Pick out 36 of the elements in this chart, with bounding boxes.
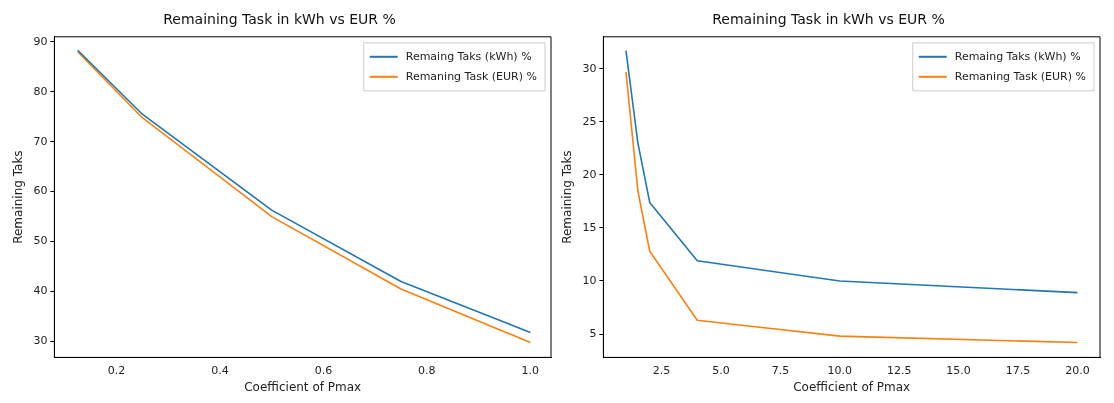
y-tick-label: 10	[582, 273, 597, 287]
y-tick-label: 15	[582, 220, 597, 234]
x-tick-label: 0.6	[314, 363, 333, 377]
y-tick-label: 20	[582, 167, 597, 181]
y-tick-label: 25	[582, 114, 597, 128]
legend-label: Remaing Taks (kWh) %	[954, 49, 1081, 63]
x-tick-label: 0.2	[107, 363, 126, 377]
chart-title: Remaining Task in kWh vs EUR %	[163, 11, 396, 28]
legend-label: Remaing Taks (kWh) %	[405, 49, 532, 63]
y-tick-label: 60	[33, 184, 48, 198]
x-tick-label: 12.5	[886, 363, 912, 377]
x-tick-label: 1.0	[521, 363, 540, 377]
x-tick-label: 7.5	[771, 363, 790, 377]
y-tick-label: 90	[33, 34, 48, 48]
x-tick-label: 5.0	[712, 363, 730, 377]
y-tick-label: 50	[33, 234, 48, 248]
x-tick-label: 15.0	[946, 363, 971, 377]
y-tick-label: 40	[33, 284, 48, 298]
x-axis-title: Coefficient of Pmax	[244, 379, 362, 394]
y-axis-title: Remaining Taks	[560, 150, 575, 244]
chart-title: Remaining Task in kWh vs EUR %	[712, 11, 945, 28]
y-tick-label: 70	[33, 134, 48, 148]
y-tick-label: 5	[589, 326, 597, 340]
y-tick-label: 30	[33, 334, 48, 348]
x-tick-label: 0.4	[211, 363, 229, 377]
legend-label: Remaning Task (EUR) %	[954, 69, 1086, 83]
y-axis-title: Remaining Taks	[11, 150, 26, 244]
x-tick-label: 17.5	[1005, 363, 1031, 377]
x-tick-label: 0.8	[418, 363, 436, 377]
y-tick-label: 80	[33, 84, 48, 98]
x-tick-label: 10.0	[827, 363, 853, 377]
y-tick-label: 30	[582, 61, 597, 75]
x-tick-label: 2.5	[652, 363, 671, 377]
x-tick-label: 20.0	[1065, 363, 1090, 377]
x-axis-title: Coefficient of Pmax	[793, 379, 911, 394]
legend-label: Remaning Task (EUR) %	[405, 69, 537, 83]
